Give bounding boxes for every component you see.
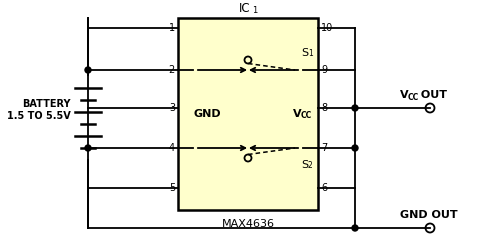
- Text: 1.5 TO 5.5V: 1.5 TO 5.5V: [7, 111, 71, 121]
- Circle shape: [351, 225, 357, 231]
- Text: 7: 7: [320, 143, 327, 153]
- Circle shape: [351, 145, 357, 151]
- Text: 2: 2: [307, 162, 312, 170]
- Text: BATTERY: BATTERY: [22, 99, 71, 109]
- Text: CC: CC: [300, 112, 311, 120]
- Text: GND OUT: GND OUT: [399, 210, 457, 220]
- Text: 6: 6: [320, 183, 326, 193]
- Text: 3: 3: [168, 103, 175, 113]
- Text: CC: CC: [407, 92, 418, 102]
- Text: 1: 1: [168, 23, 175, 33]
- Text: V: V: [399, 90, 408, 100]
- Text: 1: 1: [252, 6, 257, 15]
- Text: 1: 1: [307, 50, 312, 58]
- Circle shape: [351, 105, 357, 111]
- Text: OUT: OUT: [416, 90, 446, 100]
- Text: V: V: [293, 109, 302, 119]
- Text: 10: 10: [320, 23, 333, 33]
- Text: S: S: [301, 48, 307, 58]
- Text: 2: 2: [168, 65, 175, 75]
- Text: 9: 9: [320, 65, 326, 75]
- Text: 4: 4: [168, 143, 175, 153]
- Circle shape: [85, 145, 91, 151]
- Text: 8: 8: [320, 103, 326, 113]
- Text: 5: 5: [168, 183, 175, 193]
- Text: IC: IC: [239, 2, 250, 15]
- Text: S: S: [301, 160, 307, 170]
- Text: MAX4636: MAX4636: [221, 219, 274, 229]
- Text: GND: GND: [194, 109, 221, 119]
- Circle shape: [85, 67, 91, 73]
- Bar: [178, 18, 318, 210]
